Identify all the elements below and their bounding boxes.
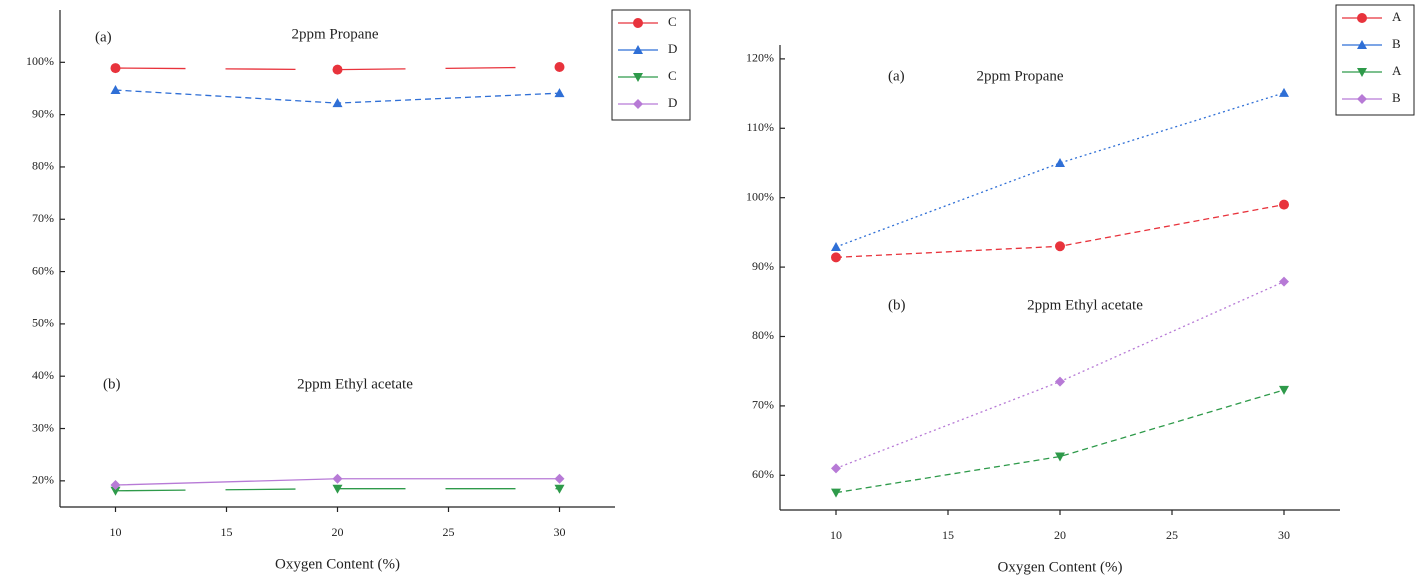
legend-marker	[633, 18, 643, 28]
legend-marker	[1357, 40, 1367, 49]
legend-marker	[633, 73, 643, 82]
x-tick-label: 10	[830, 528, 842, 542]
y-tick-label: 70%	[752, 398, 774, 412]
legend-box	[1335, 4, 1415, 116]
legend-label: D	[668, 95, 677, 110]
annotation: 2ppm Ethyl acetate	[1027, 297, 1143, 313]
legend-marker	[633, 45, 643, 54]
y-tick-label: 80%	[32, 159, 54, 173]
y-tick-label: 30%	[32, 420, 54, 434]
legend-label: C	[668, 68, 677, 83]
annotation: 2ppm Propane	[976, 68, 1063, 84]
y-tick-label: 60%	[752, 467, 774, 481]
x-tick-label: 15	[942, 528, 954, 542]
marker	[1279, 276, 1289, 287]
x-tick-label: 25	[1166, 528, 1178, 542]
series-line	[835, 389, 1285, 494]
legend-label: C	[668, 14, 677, 29]
y-tick-label: 90%	[752, 259, 774, 273]
marker	[110, 85, 121, 95]
marker	[332, 98, 343, 108]
x-axis-title: Oxygen Content (%)	[998, 559, 1123, 575]
x-axis-title: Oxygen Content (%)	[275, 556, 400, 572]
marker	[554, 484, 565, 494]
x-tick-label: 30	[554, 525, 566, 539]
marker	[1055, 241, 1065, 252]
marker	[831, 488, 841, 498]
marker	[831, 463, 841, 474]
y-tick-label: 40%	[32, 368, 54, 382]
marker	[110, 480, 121, 491]
annotation: (b)	[103, 376, 121, 392]
y-tick-label: 60%	[32, 263, 54, 277]
marker	[554, 473, 565, 484]
series-line	[835, 92, 1285, 248]
legend-label: B	[1392, 90, 1401, 105]
legend-marker	[1357, 94, 1367, 104]
annotation: (a)	[888, 68, 905, 84]
y-tick-label: 50%	[32, 316, 54, 330]
y-tick-label: 20%	[32, 473, 54, 487]
legend-marker	[633, 99, 643, 109]
x-tick-label: 15	[221, 525, 233, 539]
marker	[332, 473, 343, 484]
marker	[831, 252, 841, 263]
marker	[1055, 452, 1065, 462]
y-tick-label: 80%	[752, 328, 774, 342]
annotation: (b)	[888, 297, 906, 313]
legend-marker	[1357, 13, 1367, 23]
x-tick-label: 30	[1278, 528, 1290, 542]
x-tick-label: 20	[1054, 528, 1066, 542]
x-tick-label: 10	[110, 525, 122, 539]
legend-label: A	[1392, 63, 1402, 78]
legend-label: A	[1392, 9, 1402, 24]
marker	[332, 484, 343, 494]
x-tick-label: 20	[332, 525, 344, 539]
annotation: (a)	[95, 29, 112, 45]
marker	[554, 88, 565, 98]
legend-marker	[1357, 68, 1367, 77]
marker	[554, 62, 565, 73]
marker	[332, 64, 343, 75]
marker	[1279, 87, 1289, 97]
annotation: 2ppm Propane	[291, 26, 378, 42]
marker	[110, 486, 121, 496]
y-tick-label: 90%	[32, 106, 54, 120]
x-tick-label: 25	[443, 525, 455, 539]
legend-label: D	[668, 41, 677, 56]
marker	[1279, 385, 1289, 395]
y-tick-label: 120%	[746, 51, 774, 65]
marker	[1279, 199, 1289, 210]
legend-box	[611, 9, 691, 121]
y-tick-label: 100%	[26, 54, 54, 68]
y-tick-label: 70%	[32, 211, 54, 225]
legend-label: B	[1392, 36, 1401, 51]
marker	[1055, 157, 1065, 167]
annotation: 2ppm Ethyl acetate	[297, 376, 413, 392]
y-tick-label: 100%	[746, 189, 774, 203]
marker	[831, 241, 841, 251]
marker	[1055, 376, 1065, 387]
y-tick-label: 110%	[746, 120, 774, 134]
marker	[110, 63, 121, 74]
